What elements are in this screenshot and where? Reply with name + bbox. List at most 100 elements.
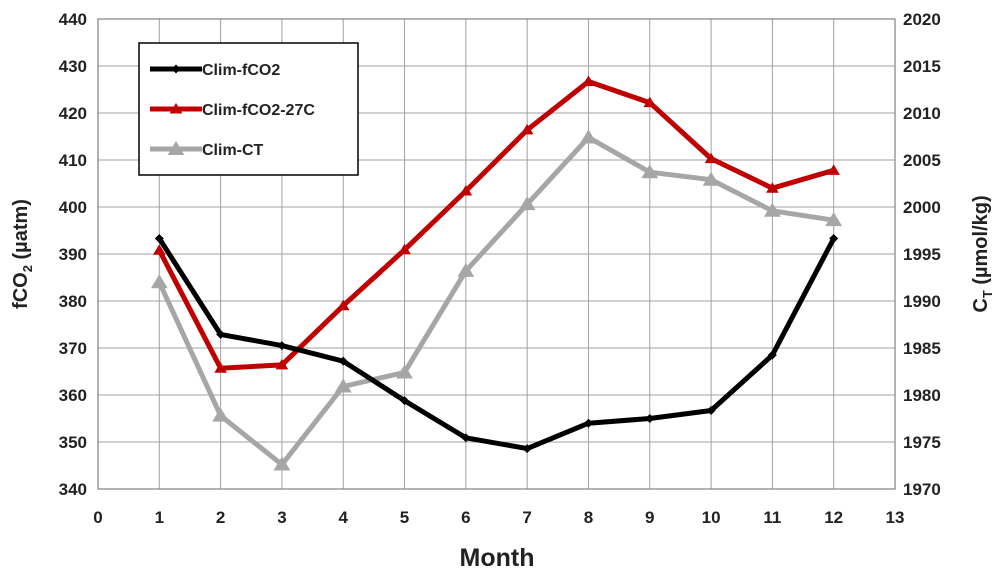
data-point: [645, 414, 655, 423]
y-left-tick-label: 410: [59, 151, 87, 170]
data-point: [277, 341, 287, 351]
data-point: [396, 364, 413, 379]
legend-swatch-marker: [169, 103, 183, 114]
y-right-tick-label: 2000: [903, 198, 941, 217]
data-point: [275, 358, 289, 370]
y-right-tick-label: 1975: [903, 433, 941, 452]
x-tick-label: 3: [277, 508, 286, 527]
y-right-tick-label: 1970: [903, 480, 941, 499]
y-right-title-main: C: [970, 298, 992, 312]
data-point: [338, 356, 348, 366]
x-tick-label: 2: [216, 508, 225, 527]
series-Clim-fCO2: [154, 233, 839, 454]
y-right-title-unit: (µmol/kg): [970, 195, 992, 290]
legend-entry: Clim-fCO2: [150, 62, 280, 79]
y-left-tick-label: 400: [59, 198, 87, 217]
legend-swatch-marker: [171, 64, 181, 74]
legend-label: Clim-fCO2-27C: [202, 102, 315, 119]
data-point: [212, 407, 230, 422]
data-point: [704, 152, 718, 164]
plot-area-border: [97, 18, 896, 490]
y-left-tick-label: 430: [59, 57, 87, 76]
data-point: [154, 233, 164, 243]
series-line: [156, 134, 837, 468]
y-right-tick-label: 2015: [903, 57, 941, 76]
y-left-tick-label: 370: [59, 339, 87, 358]
y-left-tick-label: 390: [59, 245, 87, 264]
data-point: [763, 202, 781, 217]
y-axis-right-title: CT (µmol/kg): [970, 195, 995, 312]
data-point: [641, 164, 659, 179]
y-left-tick-label: 360: [59, 386, 87, 405]
legend-label: Clim-fCO2: [202, 62, 280, 79]
data-point: [457, 262, 475, 277]
tick-labels: 0 1 2 3 4 5 6 7 8 9 10 11 12 133403503603703803904004…: [59, 10, 941, 527]
data-point: [702, 171, 720, 186]
data-point: [522, 444, 532, 454]
data-point: [273, 456, 291, 471]
legend-swatch-marker: [167, 141, 185, 155]
data-point: [706, 406, 716, 416]
data-point: [767, 350, 777, 360]
data-point: [153, 244, 166, 255]
data-point: [150, 274, 168, 289]
data-point: [520, 123, 534, 135]
x-tick-label: 6: [461, 508, 470, 527]
data-point: [829, 233, 839, 243]
y-left-title-unit: (µatm): [10, 199, 32, 265]
data-point: [459, 185, 473, 196]
x-tick-label: 11: [763, 508, 781, 527]
x-tick-label: 7: [522, 508, 531, 527]
data-point: [643, 96, 657, 108]
y-left-tick-label: 440: [59, 10, 87, 29]
data-point: [583, 418, 593, 428]
y-left-tick-label: 420: [59, 104, 87, 123]
data-point: [334, 378, 352, 393]
series-Clim-fCO2-27C: [153, 75, 840, 373]
x-tick-label: 0: [93, 508, 102, 527]
y-left-tick-label: 380: [59, 292, 87, 311]
x-tick-label: 1: [155, 508, 164, 527]
data-point: [400, 396, 410, 406]
legend-entry: Clim-CT: [150, 141, 264, 159]
series-Clim-CT: [150, 129, 843, 471]
y-right-tick-label: 1980: [903, 386, 941, 405]
data-point: [825, 212, 843, 227]
series-line: [156, 79, 837, 371]
data-point: [336, 299, 350, 311]
legend-entry: Clim-fCO2-27C: [150, 102, 315, 119]
data-point: [827, 164, 840, 175]
y-right-title-sub: T: [980, 290, 995, 298]
series-lines: [150, 75, 843, 471]
legend: Clim-fCO2 Clim-fCO2-27C Clim-CT: [138, 42, 359, 176]
data-point: [461, 433, 471, 443]
y-left-title-main: fCO: [10, 272, 32, 309]
data-point: [398, 243, 411, 255]
series-line: [156, 236, 837, 452]
y-right-tick-label: 1990: [903, 292, 941, 311]
x-tick-label: 10: [702, 508, 721, 527]
data-point: [214, 362, 227, 373]
y-right-tick-label: 1985: [903, 339, 941, 358]
x-tick-label: 4: [338, 508, 348, 527]
x-axis-title: Month: [460, 544, 535, 572]
data-point: [766, 182, 779, 193]
x-tick-label: 8: [584, 508, 593, 527]
y-axis-left-title: fCO2 (µatm): [10, 199, 35, 309]
y-left-tick-label: 350: [59, 433, 87, 452]
legend-label: Clim-CT: [202, 142, 264, 159]
x-tick-label: 9: [645, 508, 654, 527]
data-point: [580, 129, 597, 144]
y-left-tick-label: 340: [59, 480, 87, 499]
y-right-tick-label: 1995: [903, 245, 941, 264]
x-tick-label: 12: [824, 508, 843, 527]
x-tick-label: 5: [400, 508, 409, 527]
data-point: [518, 196, 536, 211]
data-point: [216, 329, 226, 339]
grid: [97, 18, 896, 490]
y-left-title-sub: 2: [20, 265, 35, 272]
y-right-tick-label: 2020: [903, 10, 941, 29]
y-right-tick-label: 2005: [903, 151, 941, 170]
y-right-tick-label: 2010: [903, 104, 941, 123]
